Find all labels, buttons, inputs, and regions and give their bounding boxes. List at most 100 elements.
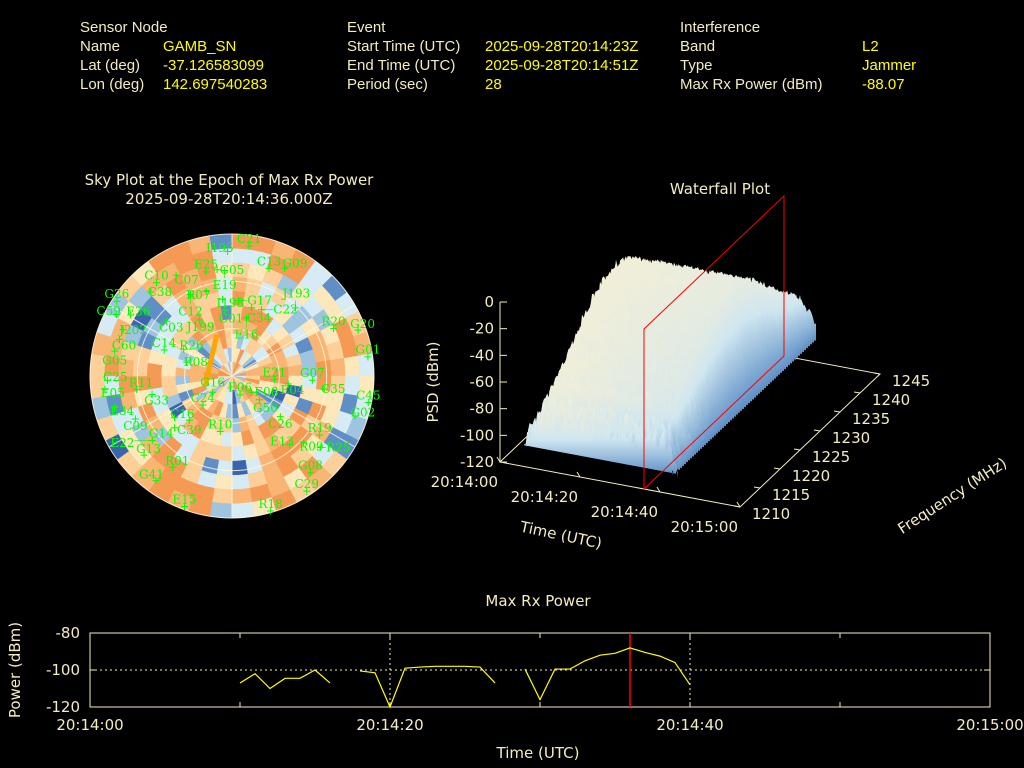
satellite-marker bbox=[113, 297, 121, 305]
satellite-label: J199 bbox=[185, 320, 215, 334]
satellite-marker bbox=[351, 412, 359, 420]
satellite-C16: C16 bbox=[170, 407, 195, 422]
satellite-label: G33 bbox=[144, 394, 169, 408]
satellite-label: I195 bbox=[206, 241, 234, 255]
sky-plot-title: Sky Plot at the Epoch of Max Rx Power bbox=[84, 171, 374, 189]
type-value: Jammer bbox=[862, 57, 917, 74]
satellite-label: E25 bbox=[194, 258, 218, 272]
satellite-label: G26 bbox=[104, 287, 129, 301]
name-value: GAMB_SN bbox=[163, 38, 237, 55]
satellite-R19: R19 bbox=[308, 421, 332, 439]
satellite-label: C10 bbox=[144, 269, 168, 283]
x-tick-label: 20:15:00 bbox=[671, 518, 738, 536]
satellite-C24: C24 bbox=[191, 391, 215, 409]
z-tick-label: -20 bbox=[470, 320, 495, 338]
satellite-C60: C60 bbox=[112, 335, 136, 353]
satellite-label: G17 bbox=[247, 294, 272, 308]
satellite-marker bbox=[330, 325, 338, 333]
lat-value: -37.126583099 bbox=[163, 57, 264, 74]
satellite-marker bbox=[265, 265, 273, 273]
x-tick bbox=[576, 471, 581, 478]
satellite-label: E34 bbox=[110, 404, 134, 418]
satellite-label: J193 bbox=[281, 287, 311, 301]
satellite-marker bbox=[111, 403, 119, 411]
satellite-label: C38 bbox=[148, 285, 172, 299]
satellite-marker bbox=[183, 358, 191, 366]
x-tick-label: 20:14:40 bbox=[656, 716, 723, 734]
satellite-I195: I195 bbox=[206, 241, 234, 255]
satellite-E08: E08 bbox=[247, 385, 278, 399]
satellite-G09: G09 bbox=[281, 256, 307, 272]
x-axis-label: Time (UTC) bbox=[496, 744, 580, 762]
x-tick-label: 20:14:00 bbox=[431, 473, 498, 491]
satellite-marker bbox=[185, 416, 193, 424]
satellite-C14: C14 bbox=[152, 336, 177, 354]
azimuth-spoke bbox=[108, 375, 233, 448]
max-power-epoch-plane bbox=[643, 194, 785, 491]
power-series-segment bbox=[359, 665, 496, 709]
z-tick-label: 0 bbox=[484, 293, 494, 311]
satellite-label: G01 bbox=[356, 343, 381, 357]
satellite-C21: C21 bbox=[237, 232, 261, 250]
satellite-label: C26 bbox=[268, 417, 292, 431]
y-tick-label: 1215 bbox=[772, 486, 810, 504]
satellite-J202: J202 bbox=[117, 323, 147, 337]
satellite-R10: R10 bbox=[208, 417, 232, 436]
satellite-label: C13 bbox=[257, 254, 281, 268]
band-value: L2 bbox=[862, 38, 879, 55]
end-value: 2025-09-28T20:14:51Z bbox=[485, 57, 639, 74]
satellite-label: C01 bbox=[219, 311, 243, 325]
satellite-marker bbox=[248, 304, 256, 312]
satellite-label: R26 bbox=[179, 339, 203, 353]
satellite-R18: R18 bbox=[259, 497, 283, 515]
satellite-label: C29 bbox=[295, 477, 319, 491]
satellite-marker bbox=[281, 264, 289, 272]
satellite-marker bbox=[316, 431, 324, 439]
satellite-marker bbox=[199, 401, 207, 409]
power-label: Max Rx Power (dBm) bbox=[680, 76, 823, 93]
satellite-R07: R07 bbox=[186, 288, 211, 302]
satellite-G33: G33 bbox=[144, 390, 169, 408]
x-tick-label: 20:14:40 bbox=[591, 503, 658, 521]
satellite-marker bbox=[112, 311, 120, 319]
satellite-label: G50 bbox=[253, 401, 278, 415]
z-tick-label: -60 bbox=[470, 373, 495, 391]
satellite-marker bbox=[316, 443, 324, 451]
satellite-label: E04 bbox=[281, 383, 305, 397]
y-axis-label: Power (dBm) bbox=[6, 622, 24, 718]
x-tick bbox=[496, 456, 501, 463]
satellite-C01: C01 bbox=[219, 306, 243, 325]
satellite-R01: R01 bbox=[165, 454, 189, 471]
y-tick-label: -100 bbox=[46, 661, 80, 679]
satellite-C12: C12 bbox=[178, 290, 203, 318]
satellite-label: C59 bbox=[96, 304, 120, 318]
y-tick-label: 1240 bbox=[872, 391, 910, 409]
satellite-marker bbox=[320, 385, 328, 393]
z-tick-label: -80 bbox=[470, 400, 495, 418]
satellite-label: C22 bbox=[273, 303, 297, 317]
y-tick bbox=[853, 391, 861, 394]
period-label: Period (sec) bbox=[347, 76, 428, 93]
end-label: End Time (UTC) bbox=[347, 57, 456, 74]
plot-frame bbox=[89, 632, 991, 708]
satellite-marker bbox=[286, 441, 294, 449]
satellite-G01: G01 bbox=[356, 343, 381, 361]
satellite-C09: C09 bbox=[123, 415, 148, 433]
satellite-marker bbox=[221, 267, 229, 275]
satellite-label: E13 bbox=[270, 434, 294, 448]
satellite-marker bbox=[163, 317, 171, 325]
satellite-E05: E05 bbox=[101, 385, 125, 400]
satellite-E04: E04 bbox=[281, 380, 305, 397]
satellite-label: R19 bbox=[308, 421, 332, 435]
satellite-marker bbox=[115, 335, 123, 343]
lat-label: Lat (deg) bbox=[80, 57, 141, 74]
satellite-label: E22 bbox=[110, 436, 134, 450]
satellite-C35: C35 bbox=[320, 382, 345, 396]
satellite-label: R25 bbox=[326, 441, 350, 455]
satellite-marker bbox=[308, 376, 316, 384]
satellite-label: C16 bbox=[170, 407, 194, 421]
satellite-label: C45 bbox=[356, 388, 380, 402]
satellite-marker bbox=[181, 502, 189, 510]
